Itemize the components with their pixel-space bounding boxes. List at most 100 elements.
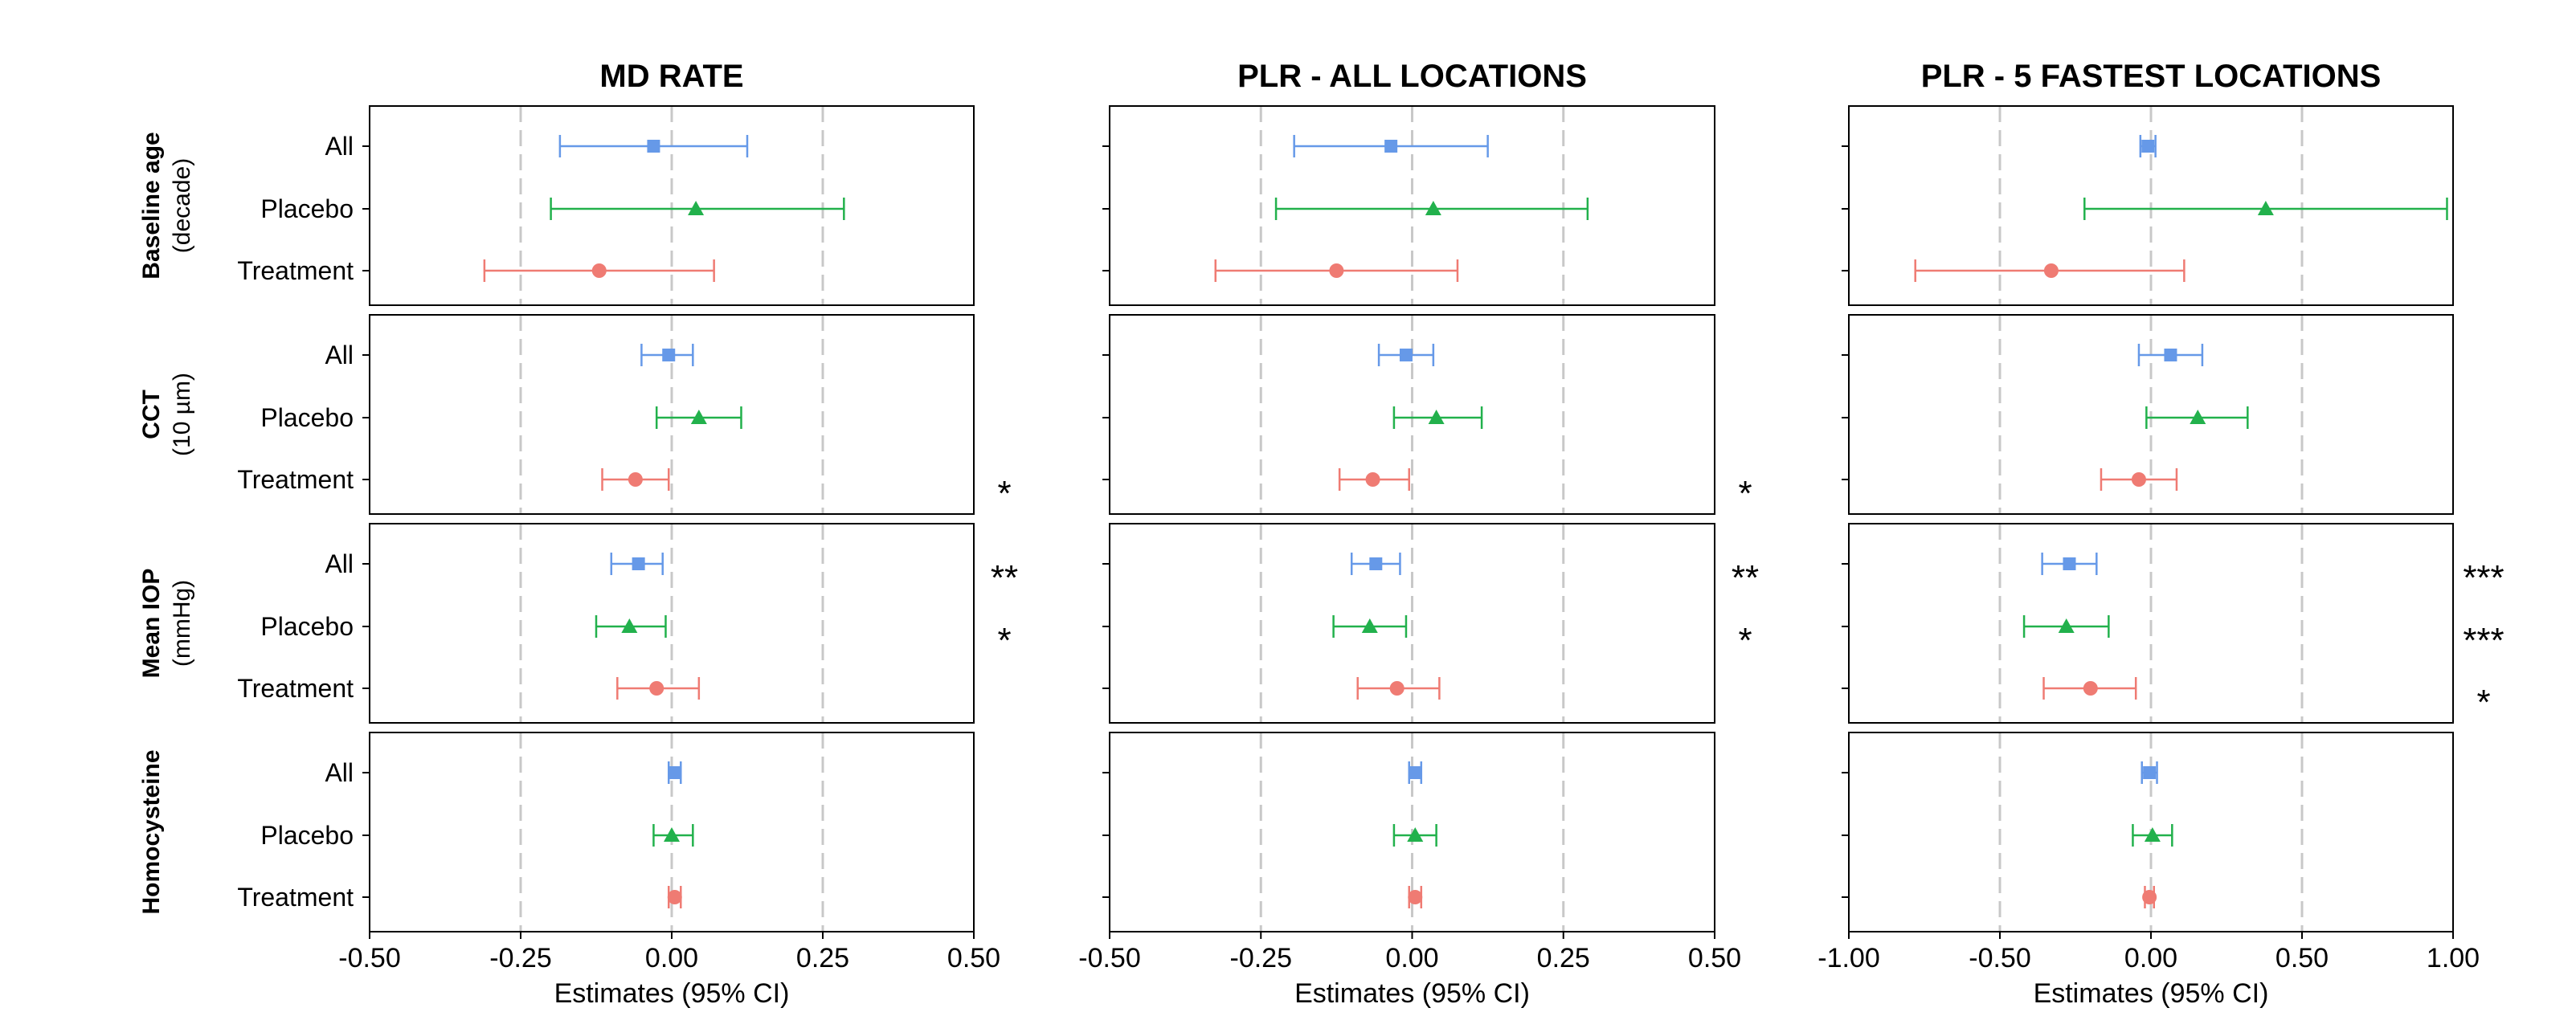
x-tick-label: -0.25 xyxy=(1230,943,1293,973)
estimate-point xyxy=(1425,201,1441,215)
row-frame xyxy=(369,105,975,306)
significance-marker: * xyxy=(1738,474,1752,513)
x-tick-label: -0.50 xyxy=(1078,943,1141,973)
row-frame xyxy=(1109,523,1715,724)
estimate-point xyxy=(1384,140,1398,153)
panel-row xyxy=(1842,732,2454,932)
significance-marker: *** xyxy=(2463,621,2504,660)
row-group-name: CCT xyxy=(138,390,165,439)
x-axis-label: Estimates (95% CI) xyxy=(2034,978,2269,1009)
panel-row xyxy=(1102,732,1715,932)
significance-marker: * xyxy=(2476,683,2490,722)
estimate-point xyxy=(668,766,681,779)
significance-marker: ** xyxy=(1732,558,1759,598)
estimate-point xyxy=(2043,263,2059,278)
row-group-unit: (10 µm) xyxy=(169,373,195,456)
estimate-point xyxy=(1329,263,1344,278)
panel-row: * xyxy=(1102,314,1752,515)
estimate-point xyxy=(647,140,660,153)
significance-marker: * xyxy=(997,621,1011,660)
subgroup-label: Placebo xyxy=(260,821,354,850)
estimate-point xyxy=(1408,890,1423,904)
row-frame xyxy=(369,314,975,515)
subgroup-label: All xyxy=(325,549,354,578)
panel-title: PLR - 5 FASTEST LOCATIONS xyxy=(1921,59,2382,94)
estimate-point xyxy=(690,410,707,424)
estimate-point xyxy=(2190,410,2206,424)
row-group-name: Homocysteine xyxy=(138,749,165,914)
estimate-point xyxy=(662,349,676,361)
subgroup-label: Placebo xyxy=(260,612,354,641)
row-group-label: Baseline age (decade) xyxy=(138,132,195,279)
panel-row: All Placebo Treatment xyxy=(237,105,975,306)
estimate-point xyxy=(2143,766,2157,779)
estimate-point xyxy=(591,263,607,278)
x-axis-label: Estimates (95% CI) xyxy=(1294,978,1530,1009)
x-tick-label: 0.00 xyxy=(645,943,698,973)
row-frame xyxy=(369,523,975,724)
subgroup-label: Treatment xyxy=(237,674,354,703)
estimate-point xyxy=(2131,472,2146,487)
x-tick-label: 0.50 xyxy=(2275,943,2329,973)
estimate-point xyxy=(688,201,705,215)
row-group-unit: (mmHg) xyxy=(169,580,195,667)
x-axis-label: Estimates (95% CI) xyxy=(554,978,790,1009)
subgroup-label: Treatment xyxy=(237,465,354,494)
subgroup-label: All xyxy=(325,132,354,161)
estimate-point xyxy=(1365,472,1380,487)
subgroup-label: All xyxy=(325,341,354,369)
row-group-label: CCT (10 µm) xyxy=(138,373,195,456)
x-tick-label: 0.25 xyxy=(1537,943,1590,973)
estimate-point xyxy=(2141,140,2155,153)
row-group-unit: (decade) xyxy=(169,158,195,253)
row-group-label: Mean IOP (mmHg) xyxy=(138,569,195,679)
subgroup-label: Placebo xyxy=(260,194,354,223)
estimate-point xyxy=(1369,557,1383,570)
x-tick-label: -0.50 xyxy=(1969,943,2031,973)
x-tick-label: 0.00 xyxy=(2124,943,2177,973)
x-tick-label: 0.25 xyxy=(796,943,849,973)
subgroup-label: Placebo xyxy=(260,403,354,432)
x-tick-label: -0.25 xyxy=(489,943,552,973)
panel-row: *** xyxy=(1102,523,1759,724)
panel-title: PLR - ALL LOCATIONS xyxy=(1237,59,1587,94)
estimate-point xyxy=(2058,618,2075,633)
significance-marker: * xyxy=(1738,621,1752,660)
estimate-point xyxy=(628,472,643,487)
row-group-name: Baseline age xyxy=(138,132,165,279)
x-tick-label: -0.50 xyxy=(338,943,401,973)
x-tick-label: 0.00 xyxy=(1385,943,1438,973)
panel-row xyxy=(1842,105,2454,306)
panel-row xyxy=(1102,105,1715,306)
subgroup-label: All xyxy=(325,758,354,787)
x-tick-label: 0.50 xyxy=(947,943,1000,973)
panel-row: All Placebo Treatment xyxy=(237,732,975,932)
estimate-point xyxy=(649,681,664,696)
estimate-point xyxy=(2142,890,2157,904)
estimate-point xyxy=(621,618,638,633)
panel-title: MD RATE xyxy=(599,59,743,94)
significance-marker: *** xyxy=(2463,558,2504,598)
significance-marker: * xyxy=(997,474,1011,513)
subgroup-label: Treatment xyxy=(237,256,354,285)
estimate-point xyxy=(2063,557,2076,570)
row-group-label: Homocysteine xyxy=(138,749,165,914)
row-frame xyxy=(1109,105,1715,306)
estimate-point xyxy=(2083,681,2098,696)
panel-row xyxy=(1842,314,2454,515)
forest-panel: PLR - 5 FASTEST LOCATIONS*******-1.00 -0.… xyxy=(1818,59,2504,1009)
estimate-point xyxy=(667,890,682,904)
x-tick-label: 1.00 xyxy=(2427,943,2480,973)
estimate-point xyxy=(1407,827,1424,842)
x-tick-label: 0.50 xyxy=(1688,943,1741,973)
estimate-point xyxy=(2144,827,2161,842)
estimate-point xyxy=(1409,766,1422,779)
estimate-point xyxy=(632,557,645,570)
row-frame xyxy=(1848,523,2454,724)
estimate-point xyxy=(1428,410,1445,424)
estimate-point xyxy=(2164,349,2177,361)
forest-panel: PLR - ALL LOCATIONS****-0.50 -0.25 0.00 0.2… xyxy=(1078,59,1759,1009)
row-frame xyxy=(1848,314,2454,515)
estimate-point xyxy=(664,827,680,842)
